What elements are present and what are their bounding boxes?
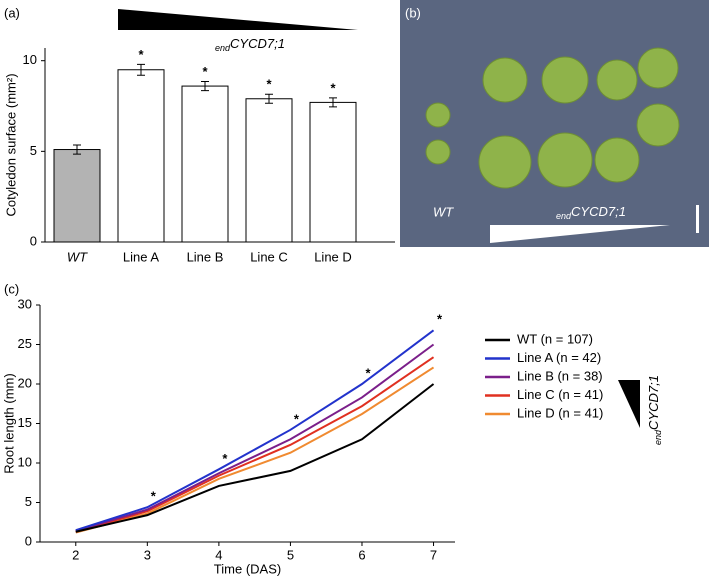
bar: [53, 149, 101, 243]
y-axis-label: Cotyledon surface (mm²): [3, 73, 18, 216]
bar: [117, 69, 165, 243]
photo: [400, 0, 709, 247]
bar: [309, 101, 357, 243]
subscript: end: [215, 43, 231, 53]
gradient-wedge: [118, 9, 358, 30]
panel-label: (b): [405, 5, 421, 20]
error-bar: [73, 144, 81, 155]
gradient-label: endCYCD7;1: [215, 36, 285, 53]
y-tick-label: 5: [30, 143, 37, 158]
legend-label: Line B (n = 38): [517, 368, 603, 383]
legend-label: Line A (n = 42): [517, 350, 601, 365]
significance: *: [138, 47, 144, 62]
line: [75, 329, 435, 532]
gradient-wedge: [490, 225, 670, 243]
subscript: end: [653, 429, 663, 445]
gradient-text: CYCD7;1: [571, 204, 626, 219]
x-tick-label: 6: [358, 547, 365, 562]
significance: *: [330, 80, 336, 95]
photo-label: WT: [433, 204, 454, 219]
panel-label: (a): [4, 5, 20, 20]
y-tick-label: 0: [30, 233, 37, 248]
legend-label: WT (n = 107): [517, 331, 593, 346]
gradient-text: CYCD7;1: [230, 36, 285, 51]
x-tick-label: Line D: [314, 249, 352, 264]
error-bar: [137, 63, 145, 76]
y-tick-label: 30: [18, 296, 32, 311]
significance: *: [202, 64, 208, 79]
x-tick-label: 7: [430, 547, 437, 562]
x-tick-label: Line B: [187, 249, 224, 264]
bar: [245, 98, 293, 243]
significance: *: [151, 489, 157, 504]
line: [75, 343, 435, 532]
significance: *: [294, 411, 300, 426]
significance: *: [266, 77, 272, 92]
scale-bar: [696, 205, 699, 233]
x-tick-label: WT: [67, 249, 88, 264]
y-tick-label: 10: [23, 52, 37, 67]
line: [75, 383, 435, 533]
error-bar: [201, 81, 209, 92]
y-tick-label: 10: [18, 454, 32, 469]
y-tick-label: 5: [25, 494, 32, 509]
gradient-label: endCYCD7;1: [646, 375, 663, 445]
legend-label: Line D (n = 41): [517, 405, 603, 420]
x-tick-label: Line C: [250, 249, 288, 264]
x-tick-label: 5: [287, 547, 294, 562]
error-bar: [329, 97, 337, 108]
y-tick-label: 0: [25, 533, 32, 548]
subscript: end: [556, 211, 572, 221]
y-tick-label: 20: [18, 375, 32, 390]
gradient-text: CYCD7;1: [646, 375, 661, 430]
legend-label: Line C (n = 41): [517, 387, 603, 402]
y-tick-label: 15: [18, 415, 32, 430]
y-tick-label: 25: [18, 336, 32, 351]
x-axis-label: Time (DAS): [214, 561, 281, 576]
x-tick-label: 4: [215, 547, 222, 562]
x-tick-label: 2: [72, 547, 79, 562]
y-axis-label: Root length (mm): [1, 373, 16, 473]
panel-label: (c): [4, 281, 19, 296]
significance: *: [365, 365, 371, 380]
gradient-label: endCYCD7;1: [556, 204, 626, 221]
error-bar: [265, 93, 273, 104]
bar: [181, 85, 229, 243]
line: [75, 366, 435, 534]
significance: *: [437, 312, 443, 327]
x-tick-label: Line A: [123, 249, 159, 264]
significance: *: [222, 451, 228, 466]
gradient-wedge: [618, 380, 640, 428]
x-tick-label: 3: [144, 547, 151, 562]
line: [75, 356, 435, 533]
